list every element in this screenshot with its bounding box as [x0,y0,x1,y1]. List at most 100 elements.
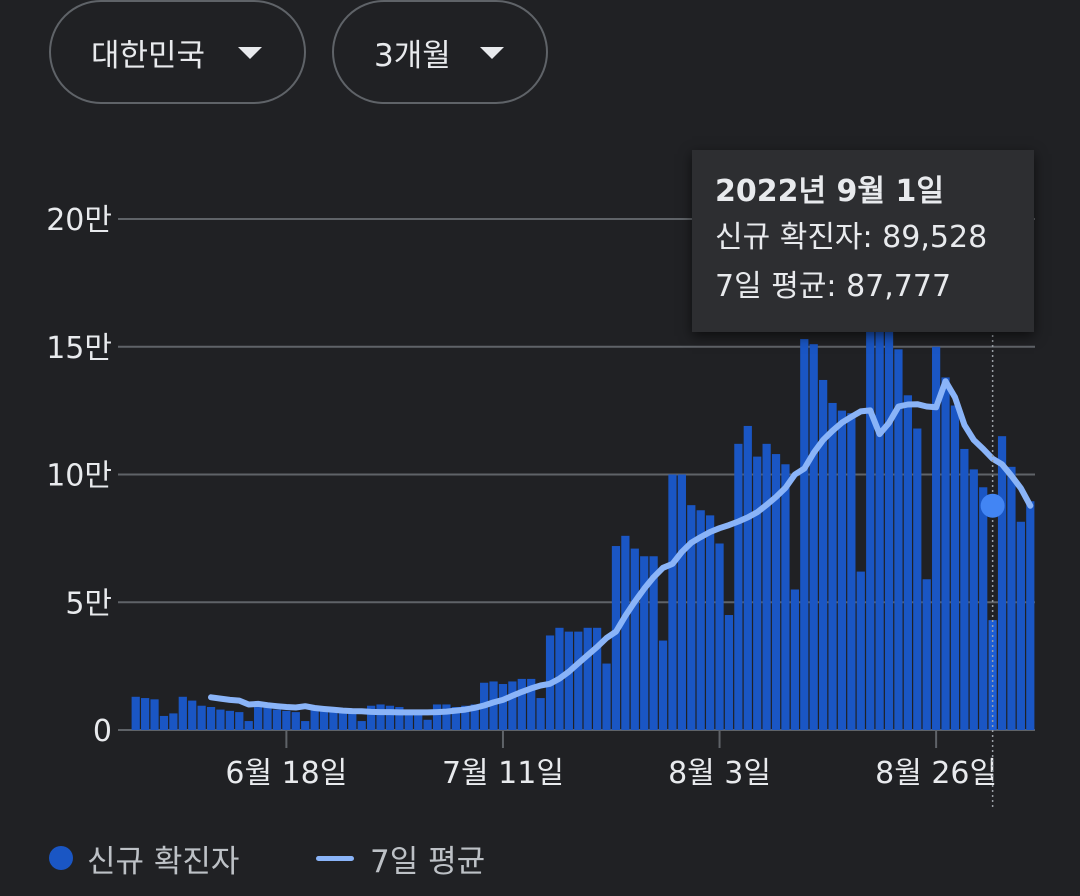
case-bar[interactable] [593,627,602,730]
case-bar[interactable] [178,696,187,730]
case-bar[interactable] [979,487,988,730]
case-bar[interactable] [432,704,442,730]
case-bar[interactable] [197,705,206,730]
case-bar[interactable] [272,709,282,730]
case-bar[interactable] [404,709,413,730]
case-bar[interactable] [254,707,263,730]
case-bar[interactable] [856,571,865,730]
case-bar[interactable] [498,684,508,730]
case-bar[interactable] [583,627,592,730]
case-bar[interactable] [819,379,828,730]
case-bar[interactable] [771,454,781,730]
case-bar[interactable] [470,704,479,730]
case-bar[interactable] [649,556,658,730]
case-bar[interactable] [263,707,272,730]
case-bar[interactable] [1007,466,1016,730]
case-bar[interactable] [367,705,376,730]
case-bar[interactable] [564,631,573,730]
case-bar[interactable] [131,696,140,730]
case-bar[interactable] [611,546,621,730]
case-bar[interactable] [724,615,734,730]
case-bar[interactable] [319,707,329,730]
case-bar[interactable] [329,709,338,730]
case-bar[interactable] [141,698,150,730]
case-bar[interactable] [743,425,752,730]
case-bar[interactable] [640,556,649,730]
case-bar[interactable] [903,395,912,730]
case-bar[interactable] [1026,501,1035,730]
case-bar[interactable] [950,405,960,730]
case-bar[interactable] [442,704,451,730]
case-bar[interactable] [489,681,498,730]
case-bar[interactable] [517,678,526,730]
case-bar[interactable] [677,474,686,731]
case-bar[interactable] [960,448,969,730]
case-bar[interactable] [696,510,705,730]
case-bar[interactable] [376,704,385,730]
case-bar[interactable] [235,712,244,730]
case-bar[interactable] [169,713,178,730]
case-bar[interactable] [621,535,630,730]
case-bar[interactable] [715,543,724,730]
case-bar[interactable] [423,719,432,730]
case-bar[interactable] [461,705,470,730]
case-bar[interactable] [188,700,197,730]
case-bar[interactable] [282,710,291,730]
case-bar[interactable] [338,710,347,730]
case-bar[interactable] [837,410,847,730]
case-bar[interactable] [706,515,715,730]
case-bar[interactable] [301,721,310,730]
case-bar[interactable] [630,548,639,730]
case-bar[interactable] [414,714,423,730]
case-bar[interactable] [913,428,922,730]
period-filter-dropdown[interactable]: 3개월 [332,0,548,104]
chevron-down-icon [480,47,504,59]
case-bar[interactable] [574,631,583,730]
case-bar[interactable] [1016,521,1025,730]
case-bar[interactable] [875,272,884,730]
case-bar[interactable] [310,707,319,730]
case-bar[interactable] [150,699,159,730]
hover-point-marker[interactable] [980,493,1005,518]
case-bar[interactable] [922,579,931,730]
average-line-layer [208,378,1034,716]
case-bar[interactable] [828,402,837,730]
case-bar[interactable] [762,443,771,730]
axis-labels: 0 5만 10만 15만 20만 6월 18일 7월 11일 8월 3일 8월 26일 [46,203,997,791]
case-bar[interactable] [668,474,677,731]
case-bar[interactable] [159,715,169,730]
region-filter-dropdown[interactable]: 대한민국 [49,0,306,104]
case-bar[interactable] [602,663,611,730]
case-bar[interactable] [244,721,253,730]
case-bar[interactable] [291,712,300,730]
case-bar[interactable] [932,346,941,730]
case-bar[interactable] [225,710,234,730]
case-bar[interactable] [206,707,216,730]
case-bar[interactable] [658,640,668,730]
case-bar[interactable] [894,349,903,730]
case-bar[interactable] [216,709,225,730]
case-bar[interactable] [809,344,818,730]
case-bar[interactable] [395,707,404,730]
case-bar[interactable] [687,505,696,730]
case-bar[interactable] [884,316,894,730]
case-bar[interactable] [753,456,762,730]
case-bar[interactable] [536,698,545,730]
case-bar[interactable] [357,721,366,730]
case-bar[interactable] [348,712,357,730]
case-bar[interactable] [451,707,460,730]
case-bar[interactable] [941,377,950,730]
x-tick-label: 6월 18일 [225,756,347,791]
case-bar[interactable] [800,339,809,730]
case-bar[interactable] [385,705,395,730]
case-bar[interactable] [508,681,517,730]
case-bar[interactable] [790,589,799,730]
case-bar[interactable] [527,678,536,730]
case-bar[interactable] [866,270,875,730]
case-bar[interactable] [847,413,856,730]
case-bar[interactable] [781,464,790,730]
case-bar[interactable] [997,436,1007,730]
case-bar[interactable] [734,443,743,730]
case-bar[interactable] [969,469,978,730]
